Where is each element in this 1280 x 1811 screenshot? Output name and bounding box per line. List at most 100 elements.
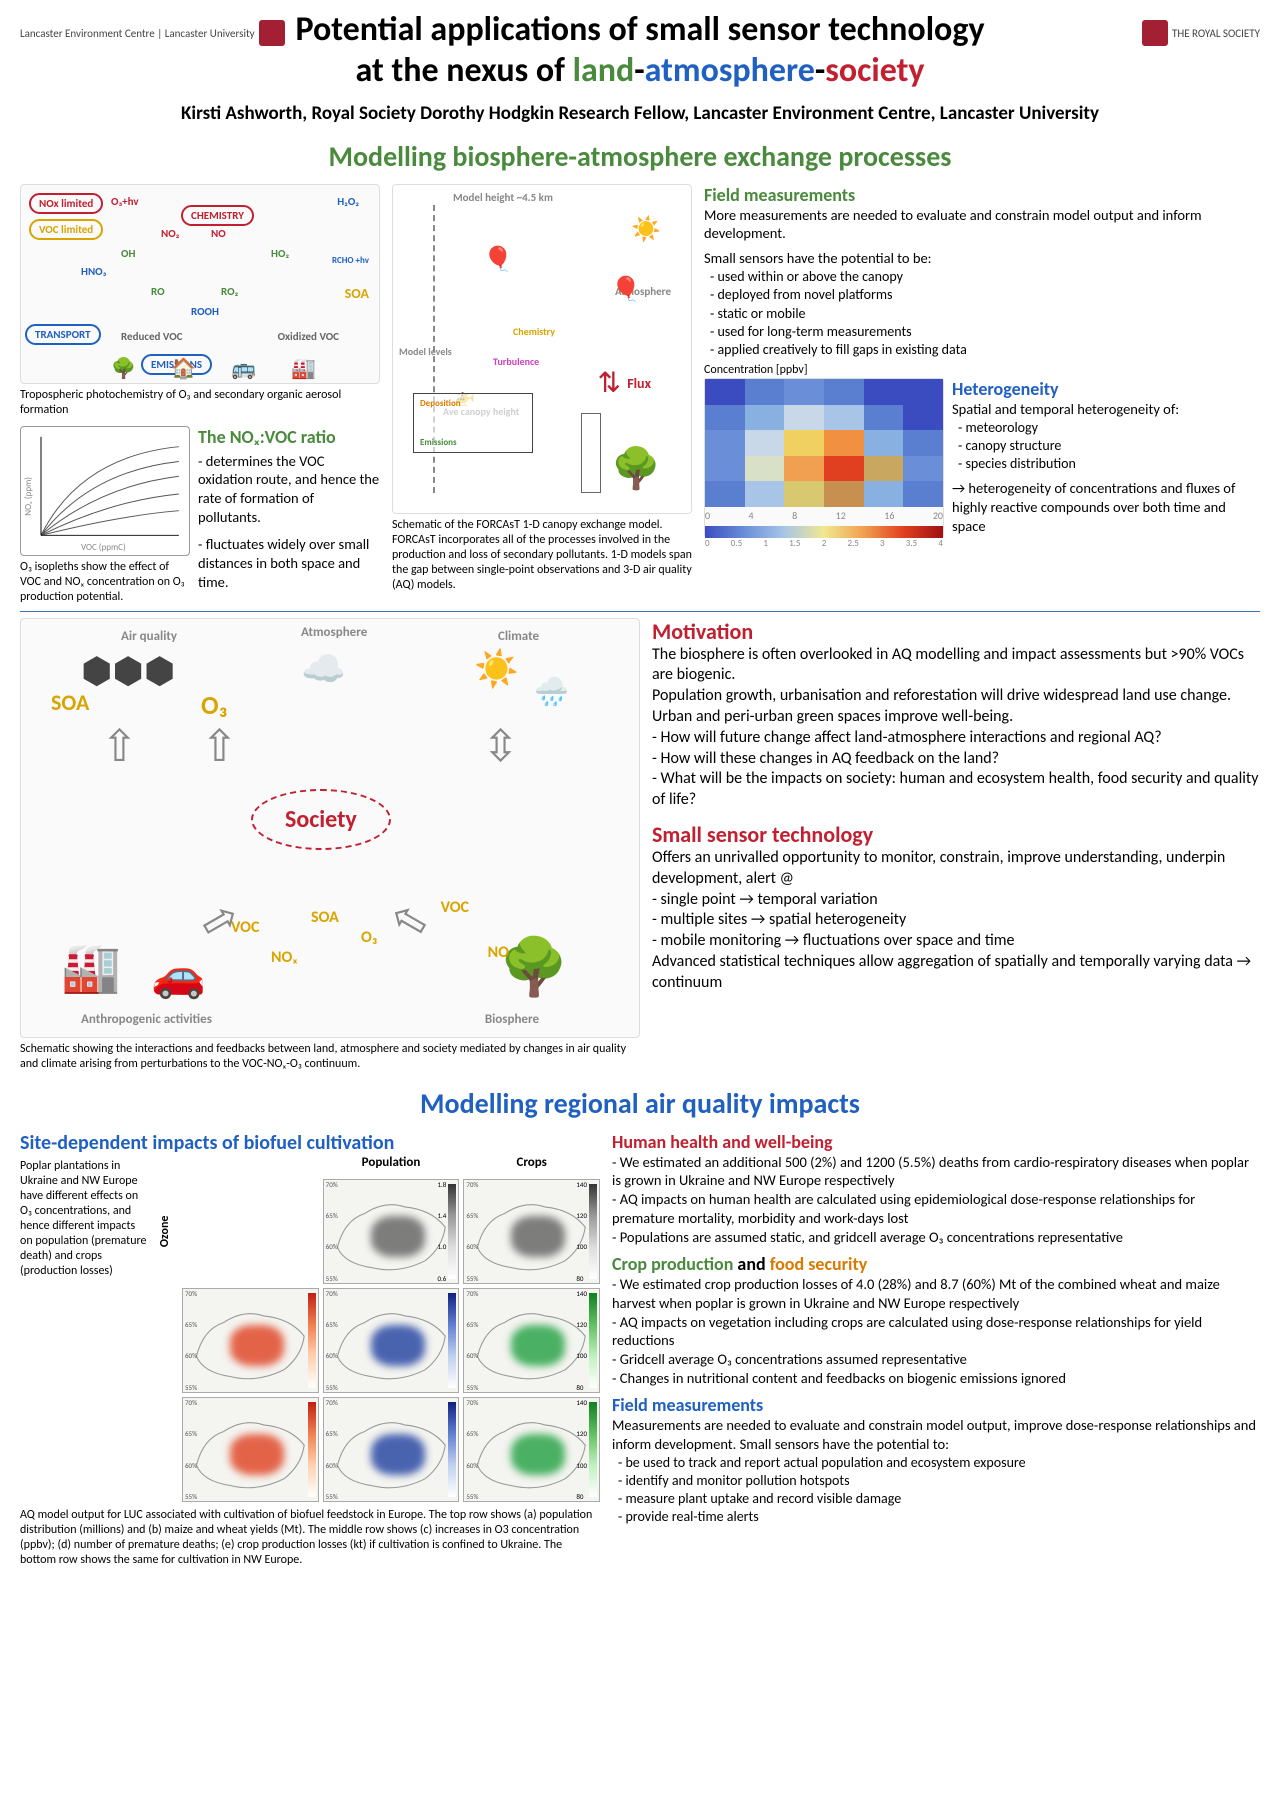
heatmap-cell <box>824 379 864 405</box>
heatmap-cell <box>903 405 943 431</box>
section3-heading: Modelling regional air quality impacts <box>20 1086 1260 1121</box>
section3-row: Site-dependent impacts of biofuel cultiv… <box>20 1131 1260 1568</box>
title-society: society <box>825 50 924 91</box>
poster: Lancaster Environment Centre | Lancaster… <box>0 0 1280 1588</box>
field-head: Field measurements <box>704 184 1260 206</box>
title-line2: at the nexus of land-atmosphere-society <box>160 51 1120 92</box>
author-line: Kirsti Ashworth, Royal Society Dorothy H… <box>160 102 1120 125</box>
chemistry-caption: Tropospheric photochemistry of O₃ and se… <box>20 388 380 418</box>
heatmap-cell <box>864 456 904 482</box>
map-cell: 70%65%60%55%14012010080 <box>463 1179 600 1284</box>
soa-label: SOA <box>345 285 369 302</box>
map-grid-wrap: PopulationCropsOzone70%65%60%55%1.81.41.… <box>158 1155 600 1502</box>
map-col-head: Crops <box>463 1155 600 1175</box>
updown-arrow-icon: ⇳ <box>482 719 519 773</box>
heatmap-cell <box>784 405 824 431</box>
biofuel-intro: Poplar plantations in Ukraine and NW Eur… <box>20 1159 150 1279</box>
section1-colC: Field measurements More measurements are… <box>704 184 1260 605</box>
heatmap-title: Concentration [ppbv] <box>704 363 1260 378</box>
heatmap-cell <box>903 379 943 405</box>
section2-row: Air quality Atmosphere Climate Society A… <box>20 618 1260 1072</box>
map-col-head: Population <box>323 1155 460 1175</box>
map-grid: PopulationCropsOzone70%65%60%55%1.81.41.… <box>158 1155 600 1502</box>
arrow-icon: ⇦ <box>381 887 440 952</box>
tree-icon: 🌳 <box>499 934 569 1002</box>
lancaster-crest-icon <box>259 20 285 46</box>
heatmap-cell <box>705 430 745 456</box>
car-icon: 🚗 <box>151 948 206 1002</box>
heatmap-cell <box>784 481 824 507</box>
sun-icon: ☀️ <box>474 647 519 691</box>
heatmap-cell <box>745 379 785 405</box>
heatmap-cell <box>745 430 785 456</box>
up-arrow-icon: ⇧ <box>101 719 138 773</box>
balloon-icon: 🎈 <box>611 275 641 304</box>
biofuel-head: Site-dependent impacts of biofuel cultiv… <box>20 1131 600 1155</box>
hetero-head: Heterogeneity <box>952 378 1260 400</box>
heatmap-cell <box>745 481 785 507</box>
title-atmosphere: atmosphere <box>645 50 815 91</box>
map-cell: 70%65%60%55%14012010080 <box>463 1397 600 1502</box>
map-cell: 70%65%60%55%14012010080 <box>463 1288 600 1393</box>
colorbar <box>705 526 943 538</box>
factory-icon: 🏭 <box>61 938 121 997</box>
health-head: Human health and well-being <box>612 1131 1260 1153</box>
box-icon: Emissions Deposition <box>413 393 533 453</box>
tree-icon: 🌳 <box>111 356 136 381</box>
heatmap-cell <box>824 456 864 482</box>
section3-left: Site-dependent impacts of biofuel cultiv… <box>20 1131 600 1568</box>
isopleth-caption: O₃ isopleths show the effect of VOC and … <box>20 560 190 605</box>
heatmap-cell <box>784 430 824 456</box>
voc-limited-pill: VOC limited <box>29 219 103 240</box>
bus-icon: 🚌 <box>231 356 256 381</box>
tree-icon: 🌳 <box>611 444 661 493</box>
heatmap-cell <box>903 456 943 482</box>
royal-society-text: THE ROYAL SOCIETY <box>1172 27 1260 40</box>
map-caption: AQ model output for LUC associated with … <box>20 1508 600 1568</box>
heatmap-cell <box>705 456 745 482</box>
transport-pill: TRANSPORT <box>25 324 101 345</box>
society-caption: Schematic showing the interactions and f… <box>20 1042 640 1072</box>
society-diagram: Air quality Atmosphere Climate Society A… <box>20 618 640 1038</box>
page-title: Potential applications of small sensor t… <box>160 10 1120 92</box>
heatmap-cell <box>784 379 824 405</box>
cloud-icon: ☁️ <box>301 647 346 691</box>
royal-society-crest-icon <box>1142 20 1168 46</box>
heatmap-row: 0 4 8 12 16 20 0 0.5 1 <box>704 378 1260 538</box>
particles-icon: ⬢⬢⬢ <box>81 649 175 693</box>
title-line1: Potential applications of small sensor t… <box>160 10 1120 51</box>
heatmap-cell <box>745 405 785 431</box>
heatmap-cell <box>824 481 864 507</box>
motivation-head: Motivation <box>652 618 1260 645</box>
section1-colB: Model height ~4.5 km Atmosphere Model le… <box>392 184 692 605</box>
balloon-icon: 🎈 <box>483 245 513 274</box>
logo-left: Lancaster Environment Centre | Lancaster… <box>20 20 285 46</box>
isopleth-wrap: VOC (ppmC) NOₓ (ppm) O₃ isopleths show t… <box>20 426 190 605</box>
heatmap-cell <box>824 405 864 431</box>
heatmap-cell <box>824 430 864 456</box>
section1-row: NOx limited VOC limited CHEMISTRY TRANSP… <box>20 184 1260 605</box>
sun-icon: ☀️ <box>631 215 661 244</box>
map-cell: 70%65%60%55% <box>323 1288 460 1393</box>
section3-right: Human health and well-being - We estimat… <box>612 1131 1260 1568</box>
section1-heading: Modelling biosphere-atmosphere exchange … <box>20 139 1260 174</box>
chemistry-schematic: NOx limited VOC limited CHEMISTRY TRANSP… <box>20 184 380 384</box>
isopleth-row: VOC (ppmC) NOₓ (ppm) O₃ isopleths show t… <box>20 426 380 605</box>
header: Lancaster Environment Centre | Lancaster… <box>20 10 1260 125</box>
lancaster-logo-text: Lancaster Environment Centre | Lancaster… <box>20 27 255 40</box>
biofuel-content: Poplar plantations in Ukraine and NW Eur… <box>20 1155 600 1502</box>
section1-colA: NOx limited VOC limited CHEMISTRY TRANSP… <box>20 184 380 605</box>
tower-icon <box>581 413 601 493</box>
heatmap-cell <box>864 481 904 507</box>
nox-ratio-block: The NOₓ:VOC ratio - determines the VOC o… <box>198 426 380 605</box>
nox-limited-pill: NOx limited <box>29 193 103 214</box>
chemistry-pill: CHEMISTRY <box>181 205 254 226</box>
factory-icon: 🏭 <box>291 356 316 381</box>
logo-right: THE ROYAL SOCIETY <box>1142 20 1260 46</box>
rain-icon: 🌧️ <box>534 674 569 709</box>
heatmap-cell <box>903 430 943 456</box>
heatmap-chart: 0 4 8 12 16 20 0 0.5 1 <box>704 378 944 538</box>
heatmap-cell <box>784 456 824 482</box>
heatmap-cell <box>705 405 745 431</box>
heatmap-cell <box>864 379 904 405</box>
